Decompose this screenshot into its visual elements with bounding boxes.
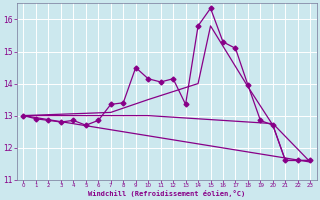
X-axis label: Windchill (Refroidissement éolien,°C): Windchill (Refroidissement éolien,°C) xyxy=(88,190,245,197)
